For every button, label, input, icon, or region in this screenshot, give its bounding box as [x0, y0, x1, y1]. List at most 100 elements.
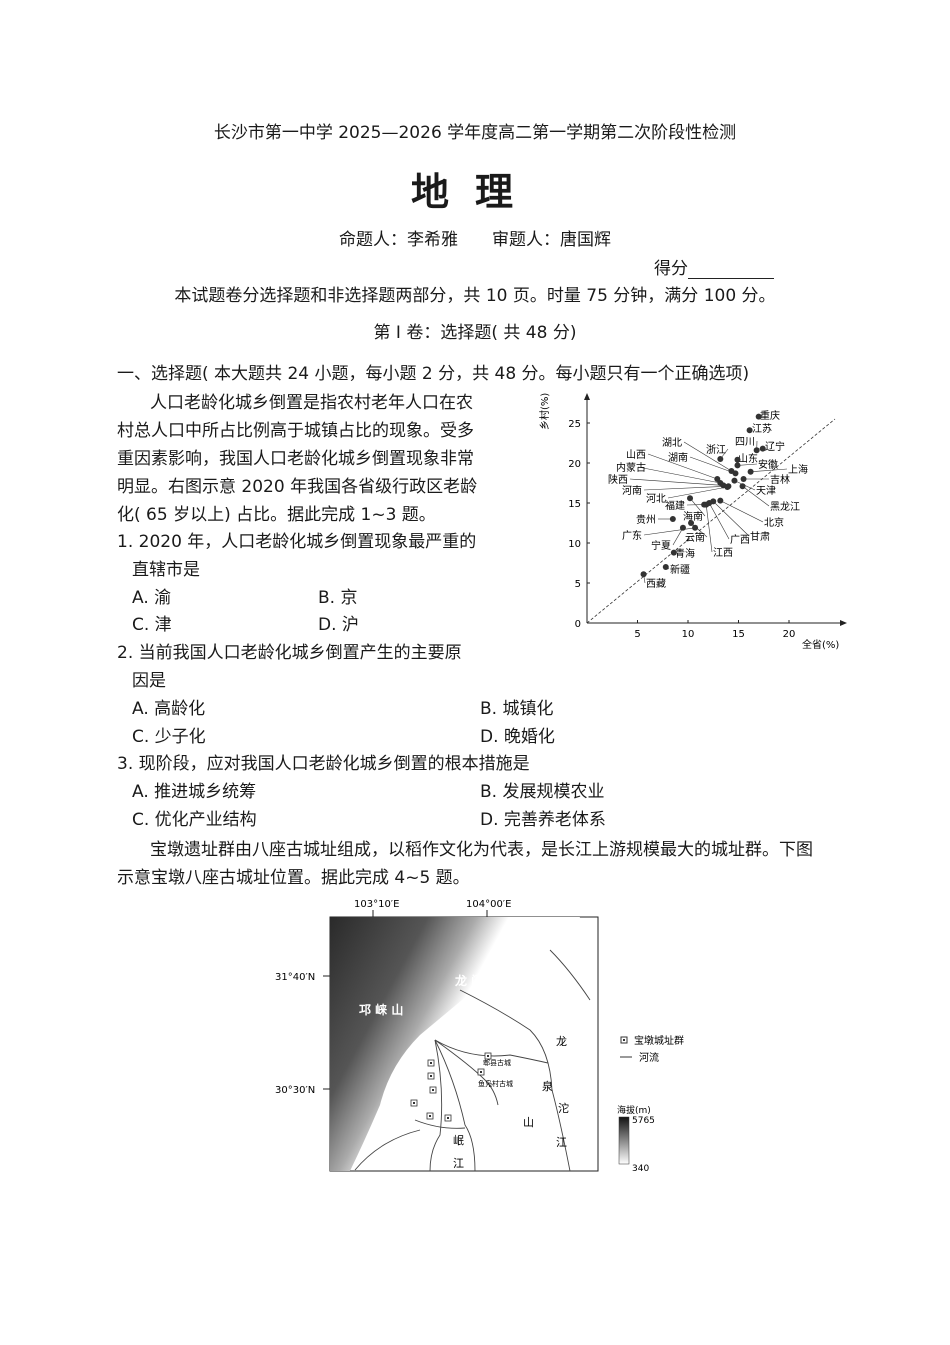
subject-title: 地理 [410, 170, 539, 214]
point-label: 重庆 [760, 409, 780, 422]
leader-line [629, 478, 724, 486]
data-point [746, 427, 753, 434]
minjiang-label: 江 [453, 1157, 464, 1170]
point-label: 湖北 [662, 437, 682, 449]
point-label: 辽宁 [765, 440, 785, 453]
baodun-site-dot [430, 1075, 432, 1077]
point-label: 江西 [713, 547, 733, 559]
qionglai-mountain-label: 邛 崃 山 [359, 1002, 403, 1017]
data-point [755, 413, 762, 420]
data-point [669, 516, 676, 522]
instructions: 本试题卷分选择题和非选择题两部分，共 10 页。时量 75 分钟，满分 100 … [174, 286, 776, 306]
leader-line [713, 501, 750, 537]
point-label: 内蒙古 [616, 461, 646, 474]
leader-line [750, 468, 788, 473]
question-stem: 1. 2020 年，人口老龄化城乡倒置现象最严重的 [117, 532, 477, 552]
passage-line: 明显。右图示意 2020 年我国各省级行政区老龄 [117, 477, 478, 497]
leader-line [643, 527, 696, 536]
option-b[interactable]: B. 城镇化 [480, 699, 554, 719]
x-tick-label: 10 [682, 629, 695, 640]
option-c[interactable]: C. 津 [132, 615, 172, 635]
leader-line [672, 527, 684, 546]
score-blank[interactable] [688, 262, 774, 279]
baodun-site-dot [447, 1117, 449, 1119]
y-tick-label: 15 [568, 499, 581, 510]
data-point [670, 549, 677, 556]
elevation-max: 5765 [632, 1116, 655, 1126]
option-d[interactable]: D. 晚婚化 [480, 727, 555, 747]
question-stem: 因是 [132, 671, 166, 691]
option-b[interactable]: B. 京 [318, 588, 358, 608]
option-c[interactable]: C. 优化产业结构 [132, 810, 257, 830]
point-label: 江苏 [752, 422, 772, 435]
x-tick-label: 5 [634, 629, 640, 640]
leader-line [647, 453, 718, 480]
point-label: 海南 [683, 510, 703, 523]
minjiang-label: 岷 [453, 1134, 464, 1147]
passage-line: 村总人口中所占比例高于城镇占比的现象。受多 [117, 421, 474, 441]
elevation-scale-bar [618, 1116, 630, 1165]
baodun-site-dot [480, 1071, 482, 1073]
legend-river-label: 河流 [639, 1051, 659, 1064]
part-title: 第 Ⅰ 卷：选择题( 共 48 分) [373, 323, 577, 343]
point-label: 安徽 [758, 458, 778, 471]
y-axis-arrow [584, 393, 590, 400]
point-label: 云南 [685, 531, 705, 544]
x-axis-arrow [840, 620, 847, 626]
data-point [640, 571, 647, 578]
point-label: 西藏 [646, 578, 666, 590]
latitude-label: 31°40′N [275, 972, 315, 983]
question-stem: 3. 现阶段，应对我国人口老龄化城乡倒置的根本措施是 [117, 754, 530, 774]
point-label: 宁夏 [651, 539, 671, 552]
option-d[interactable]: D. 沪 [318, 615, 359, 635]
passage-line: 宝墩遗址群由八座古城址组成，以稻作文化为代表，是长江上游规模最大的城址群。下图 [150, 840, 813, 860]
longitude-label: 104°00′E [466, 899, 511, 910]
leader-line [708, 502, 730, 540]
leader-line [720, 500, 764, 523]
baodun-site-dot [432, 1089, 434, 1091]
option-a[interactable]: A. 渝 [132, 588, 172, 608]
passage-line: 化( 65 岁以上) 占比。据此完成 1~3 题。 [117, 505, 436, 525]
authors: 命题人：李希雅 审题人：唐国辉 [339, 230, 611, 250]
point-label: 河北 [646, 493, 666, 505]
option-a[interactable]: A. 推进城乡统筹 [132, 782, 257, 802]
score-field[interactable]: 得分 [654, 259, 774, 279]
tuojiang-label: 沱 [558, 1101, 569, 1115]
y-tick-label: 20 [568, 459, 581, 470]
latitude-label: 30°30′N [275, 1085, 315, 1096]
option-c[interactable]: C. 少子化 [132, 727, 206, 747]
data-point [734, 462, 741, 469]
y-tick-label: 5 [575, 579, 581, 590]
leader-line [643, 485, 729, 491]
passage-line: 示意宝墩八座古城址位置。据此完成 4~5 题。 [117, 868, 470, 888]
longquan-label: 龙 [556, 1035, 567, 1048]
legend-site-label: 宝墩城址群 [634, 1034, 684, 1047]
data-point [662, 564, 669, 570]
data-point [739, 483, 746, 490]
longquan-label: 泉 [542, 1079, 553, 1093]
elevation-title: 海拔(m) [617, 1104, 651, 1116]
baodun-site-dot [413, 1102, 415, 1104]
leader-line [689, 456, 736, 474]
point-label: 新疆 [670, 563, 690, 576]
data-point [747, 468, 754, 475]
x-tick-label: 20 [783, 629, 796, 640]
x-axis-label: 全省(%) [802, 638, 839, 651]
point-label: 河南 [622, 484, 642, 497]
data-point [740, 476, 747, 482]
point-label: 广西 [730, 534, 750, 546]
option-a[interactable]: A. 高龄化 [132, 699, 206, 719]
point-label: 四川 [735, 437, 755, 448]
y-tick-label: 10 [568, 539, 581, 550]
point-label: 上海 [788, 463, 808, 476]
baodun-site-dot [487, 1055, 489, 1057]
point-label: 湖南 [668, 451, 688, 464]
option-b[interactable]: B. 发展规模农业 [480, 782, 605, 802]
data-point [753, 447, 760, 454]
option-d[interactable]: D. 完善养老体系 [480, 810, 606, 830]
data-point [692, 524, 699, 531]
leader-line [637, 466, 721, 484]
point-label: 北京 [764, 516, 784, 529]
point-label: 青海 [675, 547, 695, 560]
longitude-label: 103°10′E [354, 899, 399, 910]
